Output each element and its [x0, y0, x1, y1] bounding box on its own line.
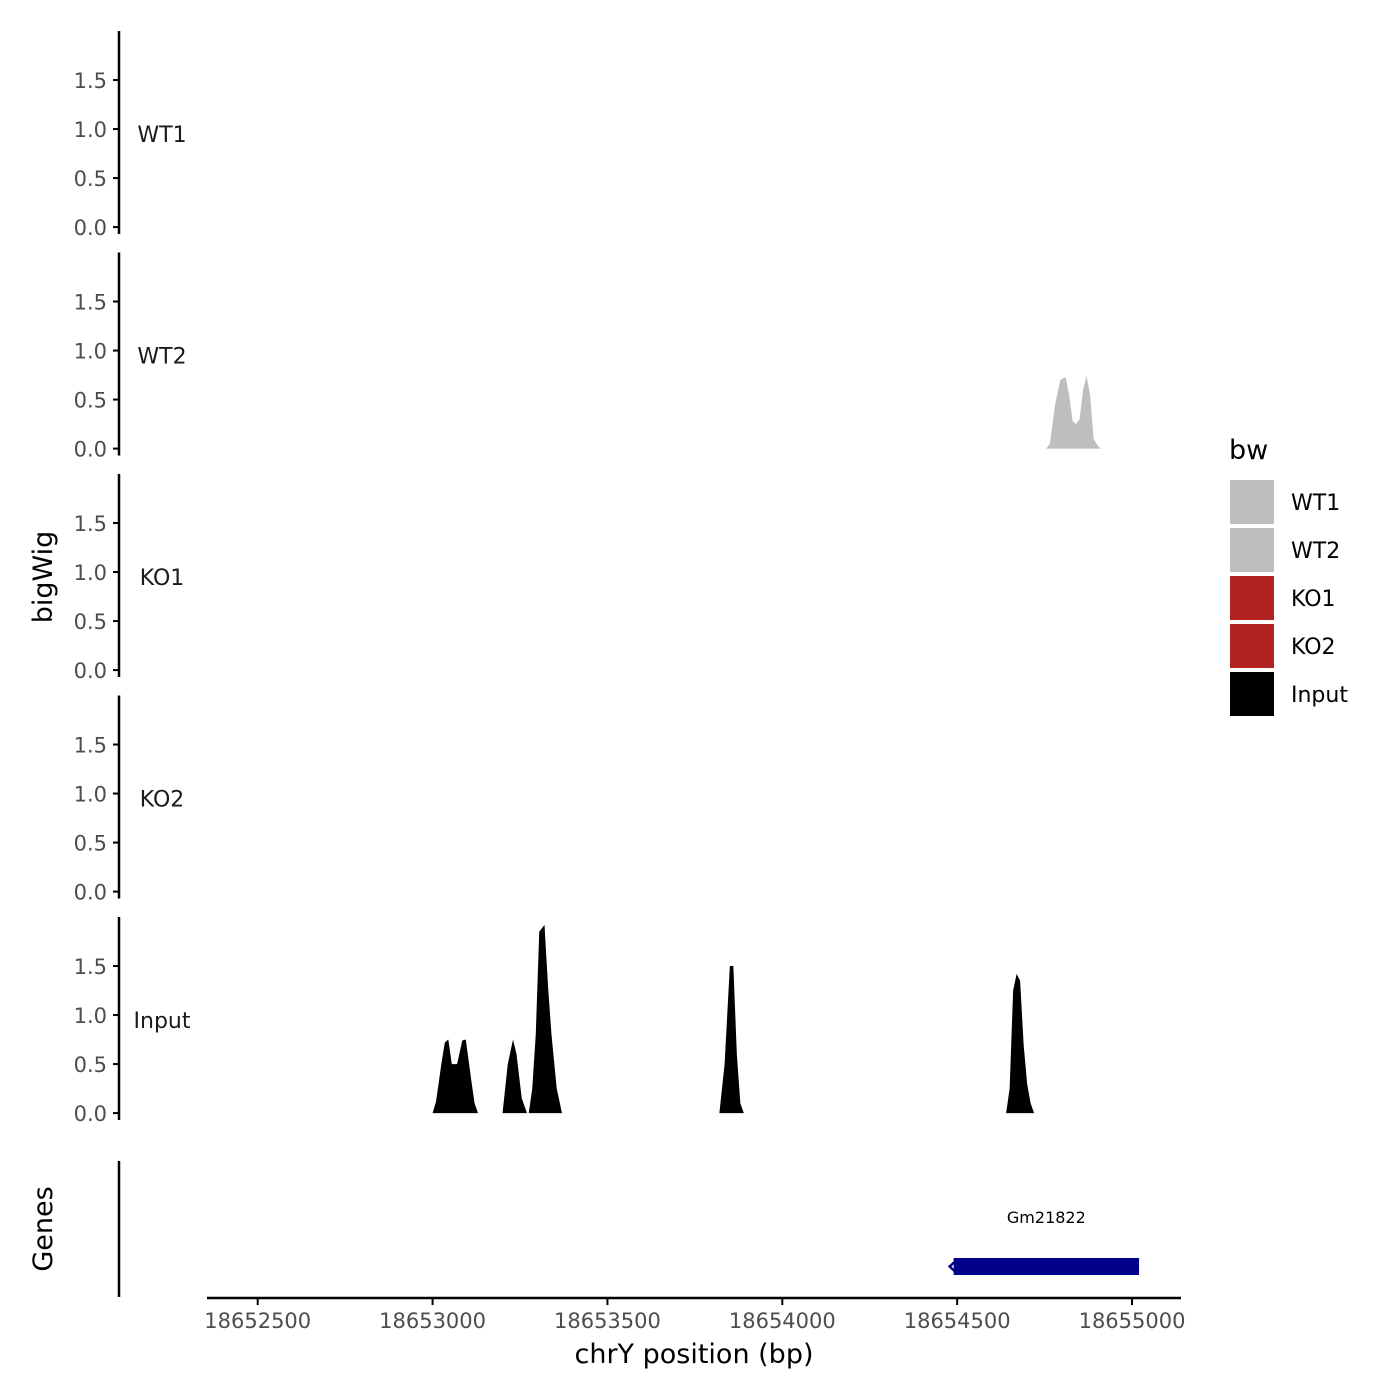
legend-label: Input	[1291, 683, 1348, 708]
y-tick-label: 1.0	[74, 1004, 107, 1028]
legend-label: KO2	[1291, 635, 1336, 660]
track-label: WT1	[137, 123, 186, 148]
genes-panel: Gm21822	[117, 1161, 1140, 1297]
legend-label: KO1	[1291, 587, 1336, 612]
legend: bw WT1 WT2 KO1 KO2 Input	[1229, 435, 1348, 716]
y-tick-label: 0.0	[74, 1102, 107, 1126]
track-label: KO2	[140, 788, 185, 813]
y-tick-label: 1.5	[74, 734, 107, 758]
legend-item-wt2: WT2	[1230, 528, 1340, 572]
legend-label: WT2	[1291, 539, 1340, 564]
x-axis-title: chrY position (bp)	[574, 1339, 813, 1370]
x-tick-label: 18655000	[1079, 1309, 1186, 1333]
track-label: KO1	[140, 566, 185, 591]
track-input: 0.0 0.5 1.0 1.5 Input	[74, 917, 1035, 1126]
legend-swatch	[1230, 480, 1274, 524]
track-label: Input	[134, 1009, 191, 1034]
y-tick-label: 0.0	[74, 438, 107, 462]
x-tick-label: 18654500	[904, 1309, 1011, 1333]
y-tick-label: 0.0	[74, 881, 107, 905]
y-tick-label: 1.5	[74, 69, 107, 93]
y-tick-label: 0.0	[74, 216, 107, 240]
track-wt1: 0.0 0.5 1.0 1.5 WT1	[74, 31, 187, 240]
y-tick-label: 1.5	[74, 955, 107, 979]
legend-item-ko2: KO2	[1230, 624, 1336, 668]
y-tick-label: 1.5	[74, 512, 107, 536]
x-tick-label: 18652500	[204, 1309, 311, 1333]
track-wt2: 0.0 0.5 1.0 1.5 WT2	[74, 252, 1101, 462]
y-tick-label: 0.5	[74, 610, 107, 634]
signal-area-wt2	[1046, 376, 1101, 449]
legend-swatch	[1230, 528, 1274, 572]
legend-item-wt1: WT1	[1230, 480, 1340, 524]
x-tick-label: 18653000	[379, 1309, 486, 1333]
y-tick-label: 1.0	[74, 340, 107, 364]
y-tick-label: 1.0	[74, 783, 107, 807]
legend-item-input: Input	[1230, 672, 1348, 716]
y-tick-label: 1.0	[74, 118, 107, 142]
y-tick-label: 0.5	[74, 1053, 107, 1077]
genes-axis-title: Genes	[28, 1186, 59, 1271]
legend-label: WT1	[1291, 491, 1340, 516]
y-tick-label: 0.5	[74, 832, 107, 856]
legend-swatch	[1230, 672, 1274, 716]
tracks-layer: 0.0 0.5 1.0 1.5 WT1 0.0 0.5 1.0 1.5 WT2 0.0 0.5 1.0 1…	[74, 31, 1101, 1126]
x-tick-label: 18653500	[554, 1309, 661, 1333]
y-tick-label: 0.5	[74, 167, 107, 191]
legend-swatch	[1230, 576, 1274, 620]
signal-area-input	[432, 924, 1035, 1114]
gene-gm21822: Gm21822	[947, 1208, 1140, 1275]
y-axis-title: bigWig	[28, 531, 59, 624]
y-tick-label: 1.5	[74, 291, 107, 315]
y-tick-label: 1.0	[74, 561, 107, 585]
track-label: WT2	[137, 345, 186, 370]
track-ko2: 0.0 0.5 1.0 1.5 KO2	[74, 695, 185, 905]
y-tick-label: 0.5	[74, 389, 107, 413]
strand-arrow	[947, 1258, 959, 1275]
x-tick-label: 18654000	[729, 1309, 836, 1333]
legend-title: bw	[1229, 435, 1268, 466]
gene-label: Gm21822	[1007, 1208, 1086, 1227]
track-ko1: 0.0 0.5 1.0 1.5 KO1	[74, 474, 185, 683]
y-tick-label: 0.0	[74, 659, 107, 683]
legend-swatch	[1230, 624, 1274, 668]
x-axis: 18652500 18653000 18653500 18654000 18654500…	[204, 1296, 1186, 1333]
gene-body	[953, 1258, 1140, 1275]
legend-item-ko1: KO1	[1230, 576, 1336, 620]
